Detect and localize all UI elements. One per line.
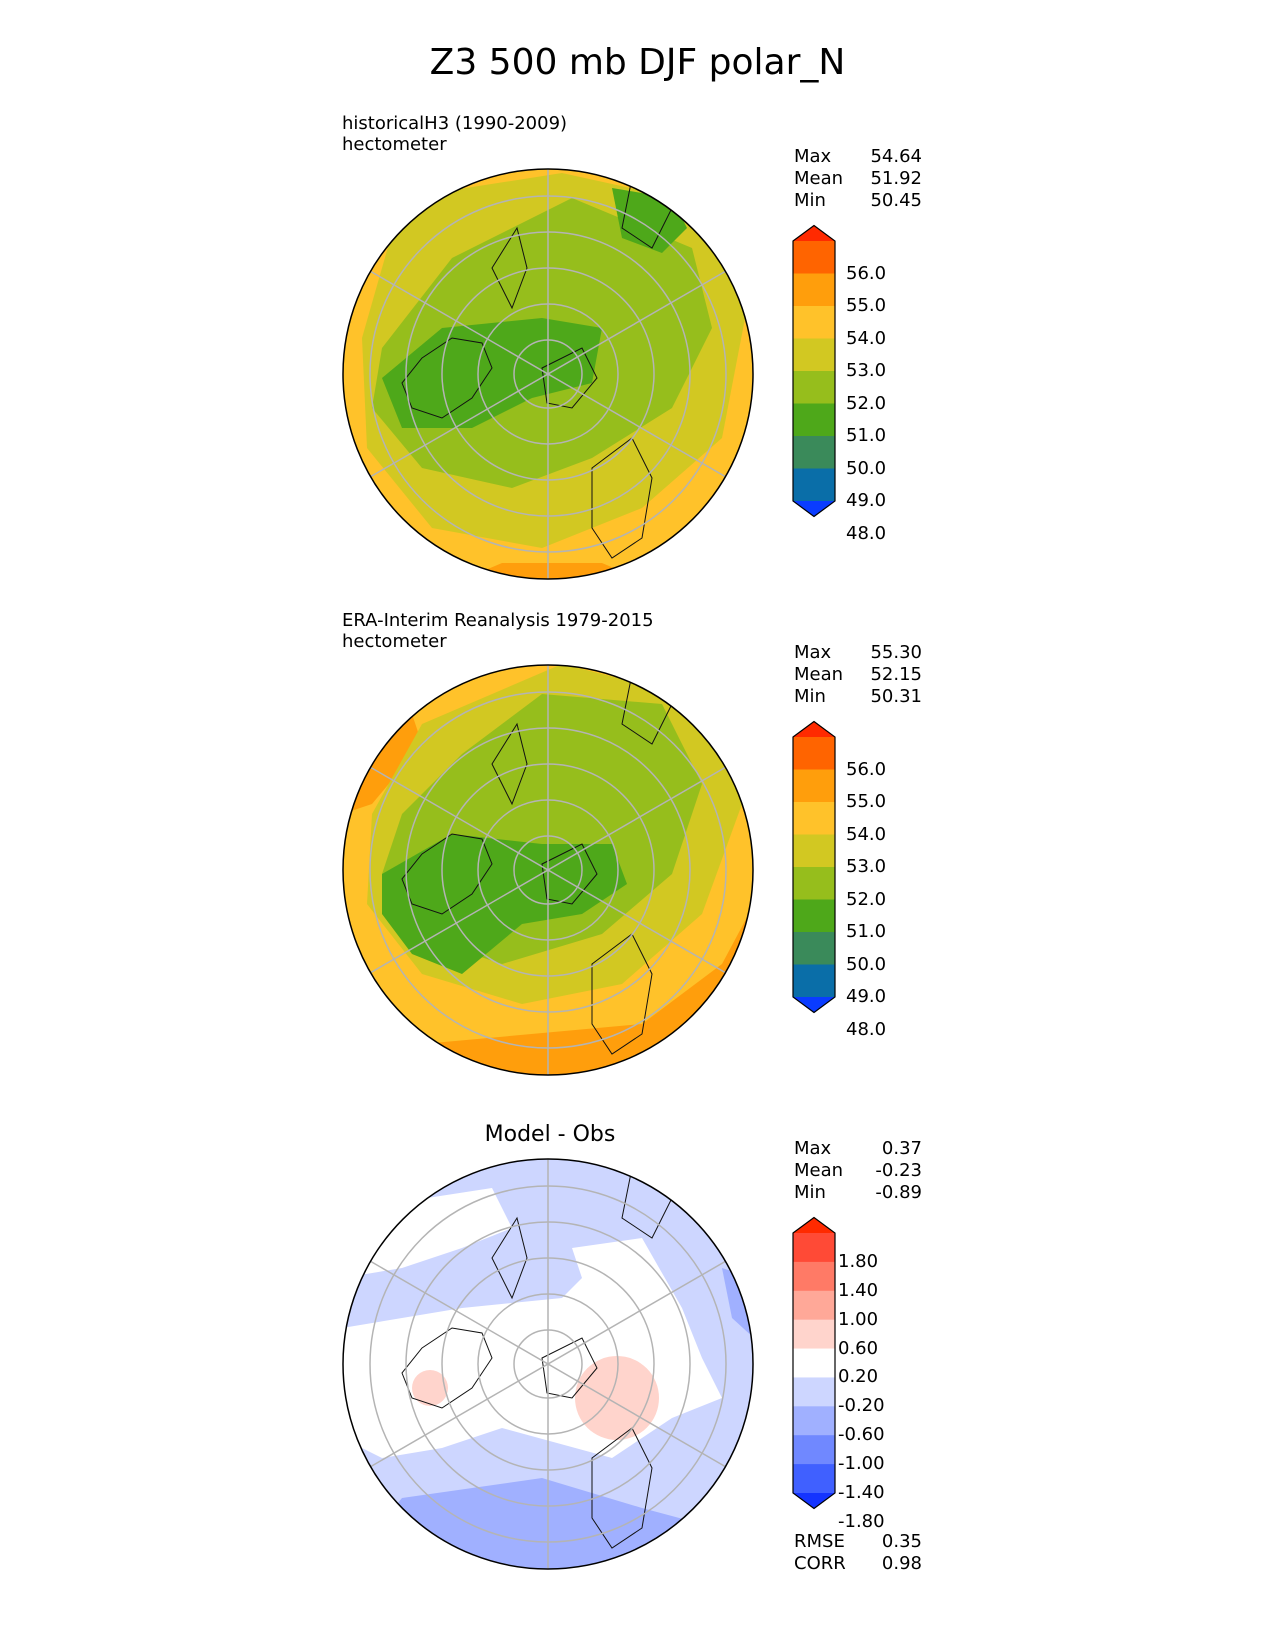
panel3-graticule [369,1159,727,1569]
colorbar-segment [793,241,835,274]
colorbar-tick-label: 1.40 [838,1279,879,1301]
colorbar-tick-label: 1.00 [838,1308,879,1330]
panel1-colorbar [792,224,836,518]
colorbar-segment [793,1217,835,1233]
colorbar-tick-label: 0.60 [838,1337,879,1359]
colorbar-segment [793,721,835,737]
colorbar-segment [793,468,835,502]
panel1-polar-map [342,168,754,580]
colorbar-segment [793,899,835,933]
colorbar-segment [793,1319,835,1350]
colorbar-segment [793,338,835,372]
colorbar-outline [792,720,836,1014]
colorbar-segment [793,1406,835,1436]
colorbar-tick-label: 55.0 [846,791,887,812]
colorbar-segment [793,1464,835,1494]
colorbar-segment [793,1493,835,1509]
colorbar-segment [793,436,835,469]
colorbar-segment [793,1261,835,1292]
colorbar-segment [793,1290,835,1321]
colorbar-segment [793,997,835,1013]
colorbar-segment [793,964,835,998]
panel1-subtitle: historicalH3 (1990-2009) [342,113,568,134]
colorbar-tick-label: 53.0 [846,856,887,877]
colorbar-segment [793,834,835,868]
colorbar-segment [793,225,835,241]
colorbar-tick-label: 52.0 [846,888,887,910]
colorbar-segment [793,273,835,307]
colorbar-segment [793,932,835,965]
colorbar-tick-label: 50.0 [846,457,887,479]
colorbar-segment [793,371,835,404]
colorbar-tick-label: 56.0 [846,758,887,780]
colorbar-tick-label: 51.0 [846,425,887,446]
colorbar-segment [793,1233,835,1263]
colorbar-segment [793,1435,835,1465]
panel3-heading: Model - Obs [484,1122,616,1147]
colorbar-segment [793,769,835,803]
panel2-colorbar [792,720,836,1014]
colorbar-tick-label: 49.0 [846,490,887,511]
colorbar-tick-label: 54.0 [846,327,887,349]
colorbar-tick-label: 48.0 [846,1018,887,1040]
colorbar-segment [793,867,835,900]
panel3-field-pink-east [575,1356,659,1440]
colorbar-segment [793,501,835,517]
colorbar-tick-label: 51.0 [846,921,887,942]
colorbar-tick-label: 56.0 [846,262,887,284]
colorbar-tick-label: 0.20 [838,1366,879,1388]
colorbar-tick-label: 53.0 [846,360,887,381]
colorbar-tick-label: 50.0 [846,953,887,975]
colorbar-tick-label: -1.40 [838,1482,885,1503]
colorbar-tick-label: -0.60 [838,1424,885,1446]
colorbar-segment [793,737,835,770]
colorbar-tick-label: -1.80 [838,1510,885,1532]
panel1-field-core [382,318,602,428]
panel2-field-core [382,834,627,974]
colorbar-outline [792,1216,836,1510]
panel2-graticule [369,665,727,1075]
colorbar-segment [793,1377,835,1407]
panel1-graticule [369,169,727,579]
colorbar-tick-label: 55.0 [846,295,887,316]
panel3-colorbar [792,1216,836,1510]
colorbar-tick-label: 48.0 [846,522,887,544]
colorbar-segment [793,1348,835,1378]
panel1-units: hectometer [342,134,447,155]
colorbar-segment [793,403,835,437]
colorbar-segment [793,802,835,835]
colorbar-segment [793,306,835,339]
colorbar-tick-label: 49.0 [846,986,887,1007]
panel2-subtitle: ERA-Interim Reanalysis 1979-2015 [342,610,654,631]
panel3-polar-map [342,1158,754,1570]
colorbar-tick-label: 1.80 [838,1250,879,1272]
colorbar-outline [792,224,836,518]
figure-title: Z3 500 mb DJF polar_N [429,42,846,83]
panel3-field-pink-west [412,1370,448,1406]
panel2-polar-map [342,664,754,1076]
colorbar-tick-label: -1.00 [838,1453,885,1475]
colorbar-tick-label: -0.20 [838,1395,885,1417]
colorbar-tick-label: 52.0 [846,392,887,414]
panel2-units: hectometer [342,631,447,652]
colorbar-tick-label: 54.0 [846,823,887,845]
